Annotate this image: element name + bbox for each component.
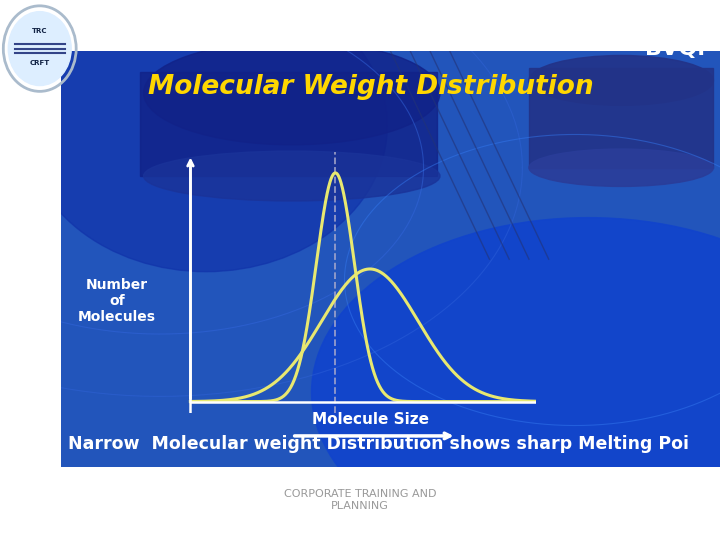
Bar	[140, 72, 437, 176]
Text: BVQi: BVQi	[645, 38, 705, 58]
Ellipse shape	[529, 56, 714, 105]
Text: Molecule Size: Molecule Size	[312, 412, 429, 427]
Circle shape	[9, 12, 71, 85]
Bar	[529, 68, 714, 168]
Circle shape	[312, 218, 720, 540]
Text: CORPORATE TRAINING AND
PLANNING: CORPORATE TRAINING AND PLANNING	[284, 489, 436, 511]
Text: CRFT: CRFT	[30, 60, 50, 66]
Text: TRC: TRC	[32, 28, 48, 34]
Text: Number
of
Molecules: Number of Molecules	[78, 278, 156, 324]
Ellipse shape	[529, 149, 714, 186]
Ellipse shape	[25, 0, 387, 272]
Ellipse shape	[143, 41, 440, 145]
Text: Narrow  Molecular weight Distribution shows sharp Melting Poi: Narrow Molecular weight Distribution sho…	[68, 435, 689, 453]
Text: Molecular Weight Distribution: Molecular Weight Distribution	[148, 73, 594, 100]
Ellipse shape	[143, 151, 440, 201]
Text: Certified ISO 9001:2000 by: Certified ISO 9001:2000 by	[638, 9, 712, 14]
